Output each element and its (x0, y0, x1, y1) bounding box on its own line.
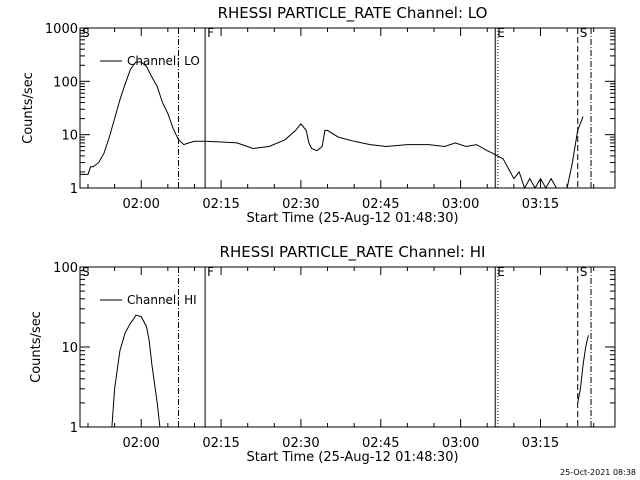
x-tick-label: 03:15 (522, 436, 559, 451)
chart-lo: RHESSI PARTICLE_RATE Channel: LO Start Ti… (21, 4, 616, 226)
x-tick-label: 02:45 (362, 197, 399, 212)
y-tick-label: 100 (53, 75, 78, 90)
x-tick-label: 02:45 (362, 436, 399, 451)
timestamp-stamp: 25-Oct-2021 08:38 (560, 468, 636, 477)
marker-label: F (207, 26, 214, 40)
marker-label: S (580, 26, 588, 40)
x-axis-label: Start Time (25-Aug-12 01:48:30) (246, 450, 458, 465)
y-tick-label: 1000 (45, 22, 78, 37)
x-tick-label: 03:00 (442, 197, 479, 212)
legend-entry: Channel: HI (127, 293, 197, 307)
x-tick-label: 02:00 (122, 436, 159, 451)
marker-label: F (207, 265, 214, 279)
y-tick-label: 10 (61, 129, 78, 144)
marker-label: S (580, 265, 588, 279)
x-tick-label: 02:15 (202, 436, 239, 451)
y-axis-label: Counts/sec (29, 311, 44, 383)
chart-hi: RHESSI PARTICLE_RATE Channel: HI Start Ti… (29, 243, 616, 465)
marker-label: S (82, 265, 90, 279)
series-line (577, 335, 589, 403)
y-tick-label: 10 (61, 341, 78, 356)
chart-title: RHESSI PARTICLE_RATE Channel: HI (220, 243, 486, 262)
y-tick-label: 100 (53, 261, 78, 276)
y-tick-label: 1 (70, 421, 78, 436)
x-tick-label: 02:30 (282, 197, 319, 212)
x-tick-label: 02:00 (122, 197, 159, 212)
x-tick-label: 02:30 (282, 436, 319, 451)
x-tick-label: 03:15 (522, 197, 559, 212)
x-tick-label: 02:15 (202, 197, 239, 212)
marker-label: E (497, 26, 505, 40)
y-tick-label: 1 (70, 182, 78, 197)
x-axis-label: Start Time (25-Aug-12 01:48:30) (246, 211, 458, 226)
series-line (80, 61, 584, 190)
x-tick-label: 03:00 (442, 436, 479, 451)
chart-title: RHESSI PARTICLE_RATE Channel: LO (218, 4, 488, 23)
marker-label: S (82, 26, 90, 40)
y-axis-label: Counts/sec (21, 72, 36, 144)
series-line (111, 314, 161, 428)
legend-entry: Channel: LO (127, 54, 200, 68)
marker-label: E (497, 265, 505, 279)
